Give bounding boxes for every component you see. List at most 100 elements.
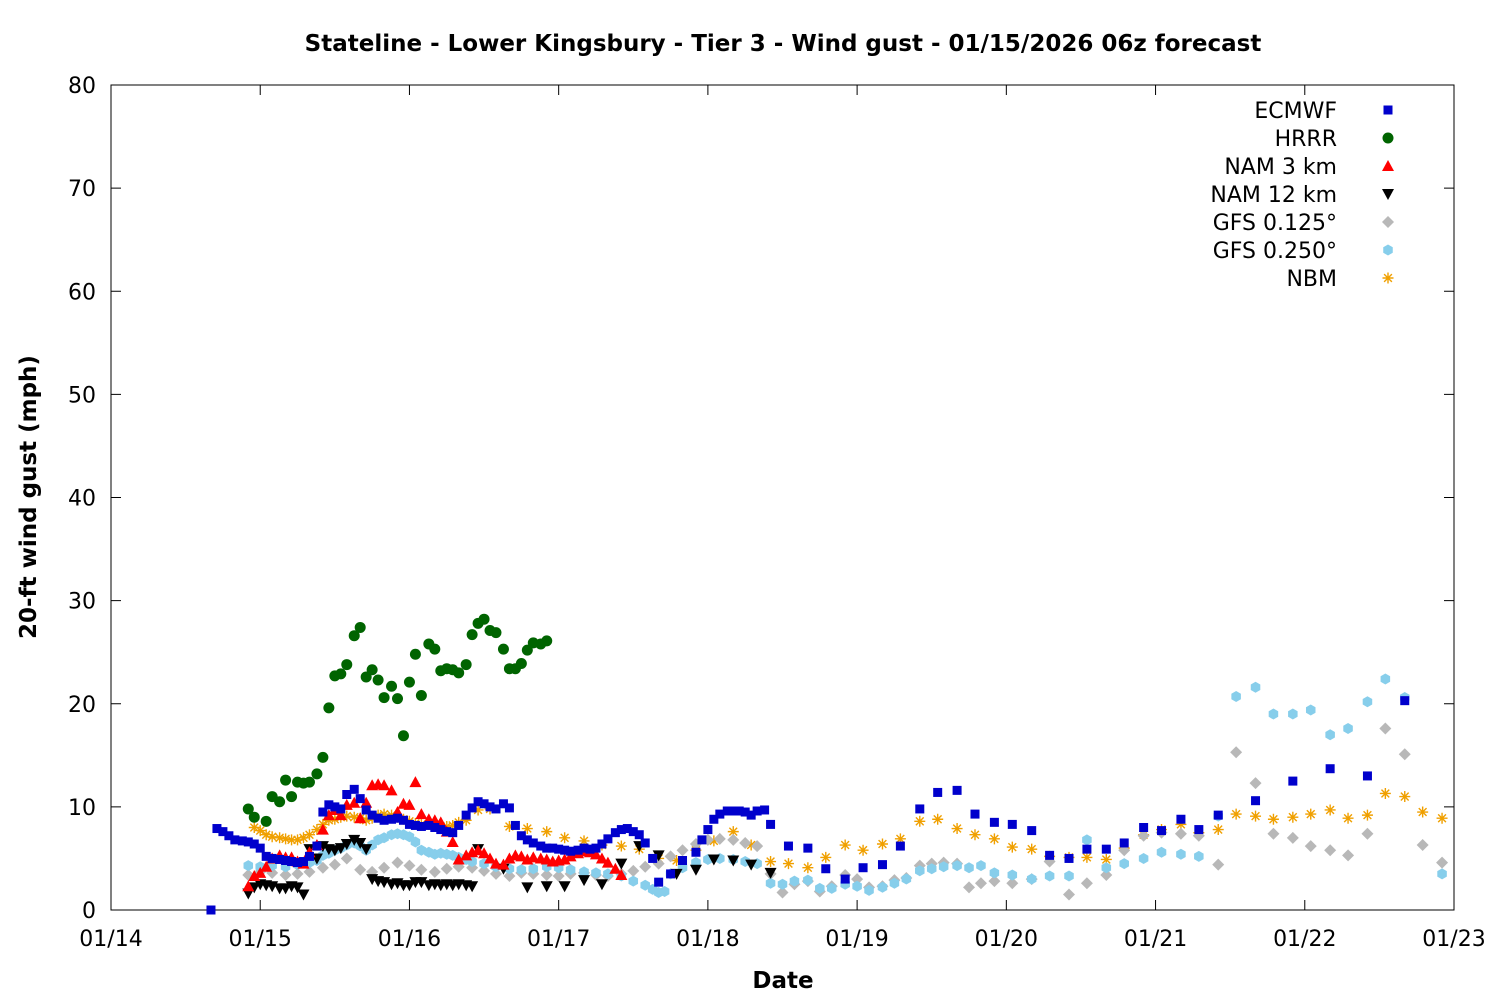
point-nbm [260,829,272,841]
point-gfs-0-125 [1361,827,1374,840]
point-nbm [1399,791,1411,803]
point-ecmwf [249,839,259,849]
point-ecmwf [522,835,532,845]
point-nam-3-km [385,784,398,796]
point-nbm [894,833,906,845]
point-gfs-0-125 [1304,840,1317,853]
point-nam-12-km [403,880,416,892]
point-ecmwf [516,831,526,841]
point-ecmwf [579,843,589,853]
point-hrrr [521,644,533,656]
point-gfs-0-250 [765,877,776,889]
point-gfs-0-250 [815,882,825,894]
point-gfs-0-125 [391,856,404,869]
point-nbm [472,804,484,816]
x-tick-label: 01/21 [1124,927,1187,952]
point-ecmwf [858,863,868,873]
point-gfs-0-250 [789,875,800,887]
point-nbm [820,851,832,863]
point-gfs-0-125 [1398,748,1411,761]
point-gfs-0-250 [591,867,601,879]
point-gfs-0-125 [1212,858,1225,871]
point-hrrr [248,811,260,823]
point-nam-3-km [415,808,428,820]
x-axis-label: Date [752,968,813,994]
point-gfs-0-125 [354,863,367,876]
point-gfs-0-250 [826,882,837,894]
series-gfs-0-250 [243,673,1447,898]
point-ecmwf [640,838,650,848]
point-hrrr [286,791,298,803]
point-ecmwf [628,827,638,837]
point-gfs-0-125 [552,869,565,882]
point-hrrr [478,613,490,625]
point-ecmwf [603,834,613,844]
point-gfs-0-250 [1044,870,1055,882]
legend-label-gfs-0-125: GFS 0.125° [1213,211,1337,236]
point-gfs-0-250 [1305,704,1316,716]
point-nbm [286,834,298,846]
point-nbm [578,835,590,847]
point-ecmwf [528,838,538,848]
chart-title: Stateline - Lower Kingsbury - Tier 3 - W… [305,31,1262,57]
point-gfs-0-250 [379,832,389,844]
point-nam-3-km [260,860,273,872]
y-tick-label: 10 [68,796,96,821]
point-nbm [280,833,292,845]
point-ecmwf [404,819,414,829]
legend-label-gfs-0-250: GFS 0.250° [1213,239,1337,264]
point-gfs-0-250 [1288,708,1298,720]
point-ecmwf [548,843,558,853]
point-ecmwf [691,847,701,857]
point-ecmwf [1213,810,1223,820]
point-hrrr [354,621,366,633]
point-ecmwf [324,800,334,810]
point-ecmwf [766,819,776,829]
point-nbm [932,813,944,825]
point-ecmwf [877,860,887,870]
point-gfs-0-125 [627,864,640,877]
point-ecmwf [255,843,265,853]
point-ecmwf [287,857,297,867]
point-gfs-0-125 [1249,777,1262,790]
point-gfs-0-125 [676,844,689,857]
x-tick-label: 01/16 [378,927,441,952]
point-nbm [1324,804,1336,816]
point-ecmwf [697,835,707,845]
point-nbm [708,835,720,847]
point-ecmwf [218,827,228,837]
legend-label-nam-12-km: NAM 12 km [1210,183,1337,208]
y-tick-label: 30 [68,590,96,615]
point-ecmwf [349,784,359,794]
point-ecmwf [330,802,340,812]
point-ecmwf [1400,696,1410,706]
point-hrrr [397,730,409,742]
point-nbm [839,839,851,851]
point-nbm [329,813,341,825]
point-hrrr [541,635,553,647]
point-nbm [254,825,266,837]
point-nbm [1081,851,1093,863]
point-gfs-0-250 [889,877,900,889]
point-gfs-0-250 [1101,862,1112,874]
point-nam-3-km [609,862,622,874]
point-gfs-0-250 [1437,868,1447,880]
point-ecmwf [1119,838,1129,848]
point-hrrr [460,659,472,671]
point-nam-12-km [727,855,740,867]
point-hrrr [490,627,502,639]
point-nbm [988,833,1000,845]
point-nam-12-km [348,834,361,846]
point-hrrr [372,674,384,686]
point-ecmwf [634,830,644,840]
point-ecmwf [243,837,253,847]
point-gfs-0-250 [1026,873,1037,885]
point-ecmwf [752,806,762,816]
point-gfs-0-125 [1267,827,1280,840]
point-ecmwf [498,799,508,809]
point-nbm [303,829,315,841]
point-ecmwf [610,828,620,838]
legend-marker-gfs-0-250 [1383,244,1393,256]
point-nbm [951,823,963,835]
point-ecmwf [666,869,676,879]
